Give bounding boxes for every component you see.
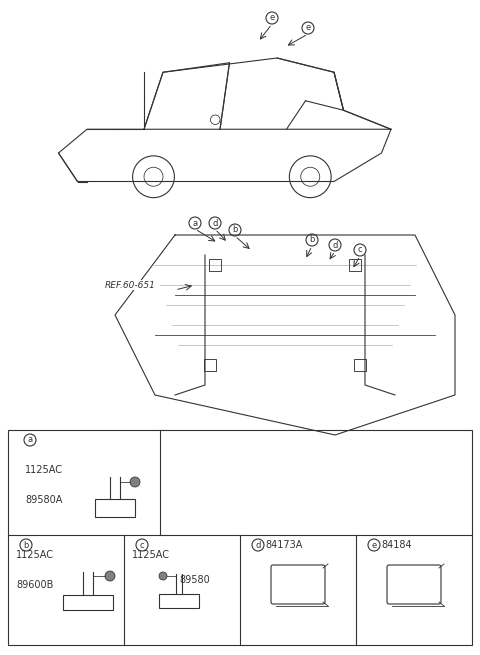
Text: c: c — [358, 246, 362, 255]
Text: e: e — [305, 24, 311, 33]
Text: 89580: 89580 — [179, 575, 210, 585]
Text: d: d — [255, 540, 261, 550]
Text: d: d — [332, 240, 338, 250]
Text: b: b — [232, 225, 238, 234]
Text: e: e — [372, 540, 377, 550]
Bar — [95, 499, 135, 517]
Text: 1125AC: 1125AC — [132, 550, 170, 560]
Bar — [209, 259, 221, 271]
Text: a: a — [27, 436, 33, 445]
Text: 84184: 84184 — [381, 540, 412, 550]
Bar — [354, 359, 366, 371]
Text: a: a — [192, 219, 198, 227]
Circle shape — [159, 572, 167, 580]
Text: b: b — [24, 540, 29, 550]
Text: d: d — [212, 219, 218, 227]
Bar — [8, 430, 472, 645]
Text: 89580A: 89580A — [25, 495, 62, 505]
Bar — [349, 259, 361, 271]
Circle shape — [105, 571, 115, 581]
Bar — [63, 595, 113, 610]
Text: 1125AC: 1125AC — [25, 465, 63, 475]
Bar — [159, 594, 199, 608]
Text: 89600B: 89600B — [16, 580, 53, 590]
Text: b: b — [309, 236, 315, 244]
Circle shape — [130, 477, 140, 487]
Text: e: e — [269, 14, 275, 22]
Text: 1125AC: 1125AC — [16, 550, 54, 560]
Text: c: c — [140, 540, 144, 550]
Text: 84173A: 84173A — [265, 540, 302, 550]
Text: REF.60-651: REF.60-651 — [105, 280, 156, 290]
Bar — [204, 359, 216, 371]
